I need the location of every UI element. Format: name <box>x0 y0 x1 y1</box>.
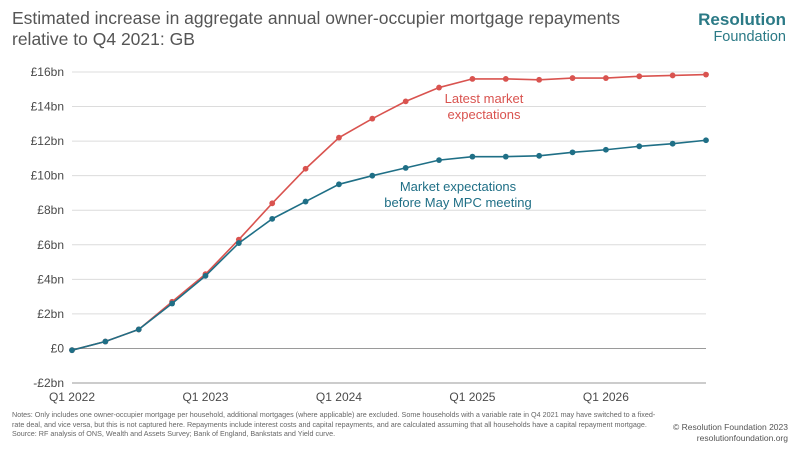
brand-logo: Resolution Foundation <box>698 10 786 46</box>
data-point <box>269 215 276 222</box>
data-point <box>235 240 242 246</box>
data-point <box>536 76 543 83</box>
y-tick-label: £0 <box>51 341 65 355</box>
y-tick-label: £12bn <box>31 134 64 148</box>
data-point <box>369 172 376 179</box>
data-point <box>336 181 342 188</box>
y-tick-label: £14bn <box>31 100 64 114</box>
series-label-0: expectations <box>448 107 521 122</box>
y-tick-label: £4bn <box>37 272 64 286</box>
data-point <box>602 146 609 153</box>
y-tick-label: -£2bn <box>33 376 64 390</box>
y-tick-label: £8bn <box>37 203 64 217</box>
data-point <box>502 153 509 160</box>
data-point <box>569 75 576 81</box>
data-point <box>569 149 576 156</box>
data-point <box>302 198 309 205</box>
data-point <box>402 98 409 105</box>
x-tick-label: Q1 2024 <box>316 390 362 404</box>
series-line-1 <box>71 139 707 351</box>
data-point <box>502 76 509 82</box>
data-point <box>202 272 209 279</box>
data-point <box>636 143 643 150</box>
data-point <box>336 134 342 141</box>
x-tick-label: Q1 2025 <box>449 390 495 404</box>
chart-title: Estimated increase in aggregate annual o… <box>12 8 620 49</box>
series-label-1: Market expectations <box>400 179 517 194</box>
brand-subtitle: Foundation <box>713 29 786 45</box>
data-point <box>69 347 75 354</box>
series-label-1: before May MPC meeting <box>384 195 531 210</box>
website-text: resolutionfoundation.org <box>696 433 788 443</box>
data-point <box>369 115 376 122</box>
copyright-text: © Resolution Foundation 2023 <box>673 422 788 432</box>
data-point <box>636 73 643 80</box>
data-point <box>135 326 142 333</box>
y-tick-label: £16bn <box>31 65 64 79</box>
x-tick-label: Q1 2023 <box>182 390 228 404</box>
x-tick-label: Q1 2022 <box>49 390 95 404</box>
y-tick-label: £6bn <box>37 238 64 252</box>
data-point <box>536 152 543 159</box>
data-point <box>169 300 176 307</box>
series-label-0: Latest market <box>445 91 524 106</box>
data-point <box>436 84 442 91</box>
data-point <box>669 72 676 79</box>
chart-notes: Notes: Only includes one owner-occupier … <box>12 410 656 439</box>
brand-name: Resolution <box>698 10 786 29</box>
data-point <box>469 153 476 160</box>
x-tick-label: Q1 2026 <box>583 390 629 404</box>
data-point <box>602 75 609 81</box>
footer-credits: © Resolution Foundation 2023 resolutionf… <box>673 422 788 444</box>
data-point <box>436 157 442 164</box>
data-point <box>269 200 276 207</box>
data-point <box>469 76 476 82</box>
y-tick-label: £10bn <box>31 169 64 183</box>
data-point <box>402 164 409 171</box>
y-tick-label: £2bn <box>37 307 64 321</box>
data-point <box>302 165 309 172</box>
data-point <box>102 338 109 345</box>
data-point <box>703 71 709 78</box>
series-line-0 <box>71 73 707 351</box>
data-point <box>703 137 709 144</box>
data-point <box>669 140 676 147</box>
